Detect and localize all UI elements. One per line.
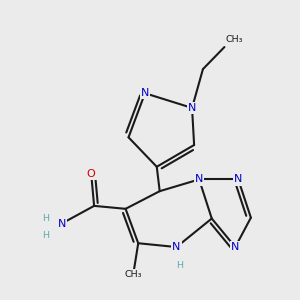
Text: O: O bbox=[87, 169, 96, 178]
Text: N: N bbox=[188, 103, 196, 113]
Text: H: H bbox=[42, 231, 49, 240]
Text: N: N bbox=[234, 174, 242, 184]
Text: H: H bbox=[176, 261, 183, 270]
Text: N: N bbox=[172, 242, 181, 252]
Text: N: N bbox=[231, 242, 239, 252]
Text: N: N bbox=[195, 174, 203, 184]
Text: H: H bbox=[42, 214, 49, 223]
Text: N: N bbox=[141, 88, 149, 98]
Text: CH₃: CH₃ bbox=[226, 35, 243, 44]
Text: N: N bbox=[58, 218, 66, 229]
Text: CH₃: CH₃ bbox=[124, 270, 142, 279]
